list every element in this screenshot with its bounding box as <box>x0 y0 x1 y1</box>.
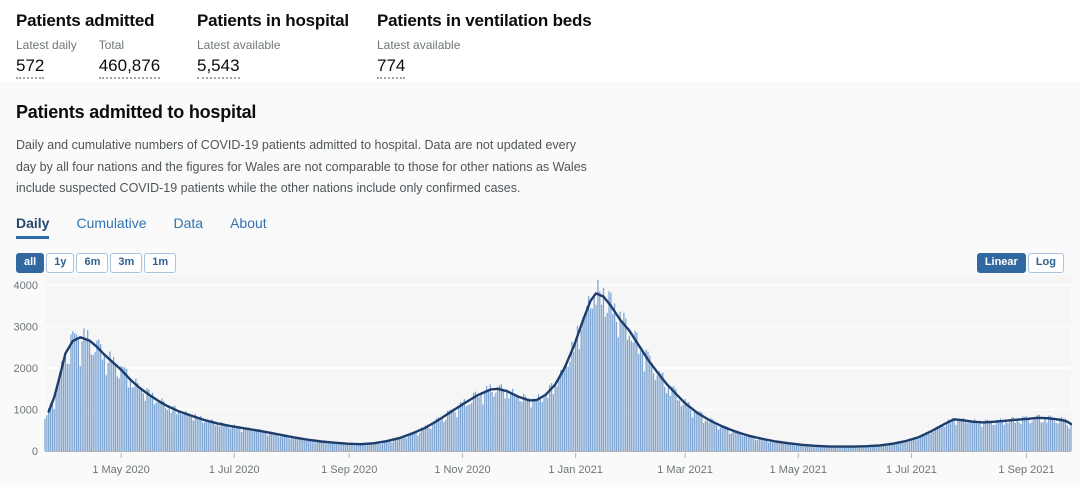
admissions-chart-svg[interactable]: 0 1000 2000 3000 4000 1 May 2020 1 Jul 2020 1 S… <box>0 274 1080 487</box>
svg-text:1000: 1000 <box>14 404 38 416</box>
summary-card-patients-admitted: Patients admitted Latest daily 572 Total… <box>16 11 197 82</box>
metric-latest-daily: Latest daily 572 <box>16 38 77 79</box>
range-button-3m[interactable]: 3m <box>110 252 143 273</box>
metric-label: Latest available <box>377 38 461 52</box>
tab-data[interactable]: Data <box>173 214 204 231</box>
tab-about[interactable]: About <box>230 214 267 231</box>
admissions-chart[interactable]: 0 1000 2000 3000 4000 1 May 2020 1 Jul 2020 1 S… <box>0 274 1080 492</box>
svg-text:2000: 2000 <box>14 363 38 375</box>
panel-title: Patients admitted to hospital <box>16 102 257 122</box>
range-button-1y[interactable]: 1y <box>46 252 75 273</box>
card-title: Patients admitted <box>16 11 155 30</box>
chart-tabs: Daily Cumulative Data About <box>16 215 1064 239</box>
metric-latest-available: Latest available 774 <box>377 38 460 79</box>
svg-text:1 Sep 2020: 1 Sep 2020 <box>321 464 377 476</box>
metric-value[interactable]: 572 <box>16 56 45 79</box>
range-button-1m[interactable]: 1m <box>144 252 177 273</box>
summary-card-patients-in-ventilation-beds: Patients in ventilation beds Latest avai… <box>377 11 592 82</box>
summary-card-patients-in-hospital: Patients in hospital Latest available 5,… <box>197 11 377 82</box>
metric-total: Total 460,876 <box>98 38 161 79</box>
metric-label: Total <box>98 38 125 52</box>
panel-description: Daily and cumulative numbers of COVID-19… <box>16 138 587 195</box>
scale-button-log[interactable]: Log <box>1027 252 1064 273</box>
metric-latest-available: Latest available 5,543 <box>197 38 280 79</box>
svg-text:3000: 3000 <box>14 321 38 333</box>
scale-button-linear[interactable]: Linear <box>976 252 1026 273</box>
metric-value[interactable]: 774 <box>377 56 406 79</box>
metric-value[interactable]: 460,876 <box>98 56 161 79</box>
card-title: Patients in ventilation beds <box>377 11 592 30</box>
tab-cumulative[interactable]: Cumulative <box>76 214 147 231</box>
svg-text:4000: 4000 <box>14 280 38 292</box>
svg-text:1 Sep 2021: 1 Sep 2021 <box>998 464 1054 476</box>
svg-text:1 Nov 2020: 1 Nov 2020 <box>434 464 490 476</box>
svg-text:0: 0 <box>32 446 38 458</box>
tab-daily[interactable]: Daily <box>16 215 50 239</box>
svg-text:1 Jan 2021: 1 Jan 2021 <box>548 464 602 476</box>
svg-text:1 Mar 2021: 1 Mar 2021 <box>657 464 713 476</box>
metric-label: Latest daily <box>16 38 77 52</box>
chart-controls: all 1y 6m 3m 1m Linear Log <box>16 252 1064 273</box>
svg-text:1 May 2020: 1 May 2020 <box>92 464 149 476</box>
patients-admitted-panel: Patients admitted to hospital Daily and … <box>0 82 1080 485</box>
svg-text:1 Jul 2021: 1 Jul 2021 <box>886 464 937 476</box>
svg-text:1 Jul 2020: 1 Jul 2020 <box>209 464 260 476</box>
metric-value[interactable]: 5,543 <box>197 56 240 79</box>
metric-label: Latest available <box>197 38 281 52</box>
range-button-all[interactable]: all <box>16 252 45 273</box>
headline-summary: Patients admitted Latest daily 572 Total… <box>0 0 1080 82</box>
scale-toggle: Linear Log <box>976 252 1064 273</box>
card-title: Patients in hospital <box>197 11 349 30</box>
range-button-6m[interactable]: 6m <box>76 252 109 273</box>
svg-text:1 May 2021: 1 May 2021 <box>770 464 827 476</box>
time-range-buttons: all 1y 6m 3m 1m <box>16 252 177 273</box>
